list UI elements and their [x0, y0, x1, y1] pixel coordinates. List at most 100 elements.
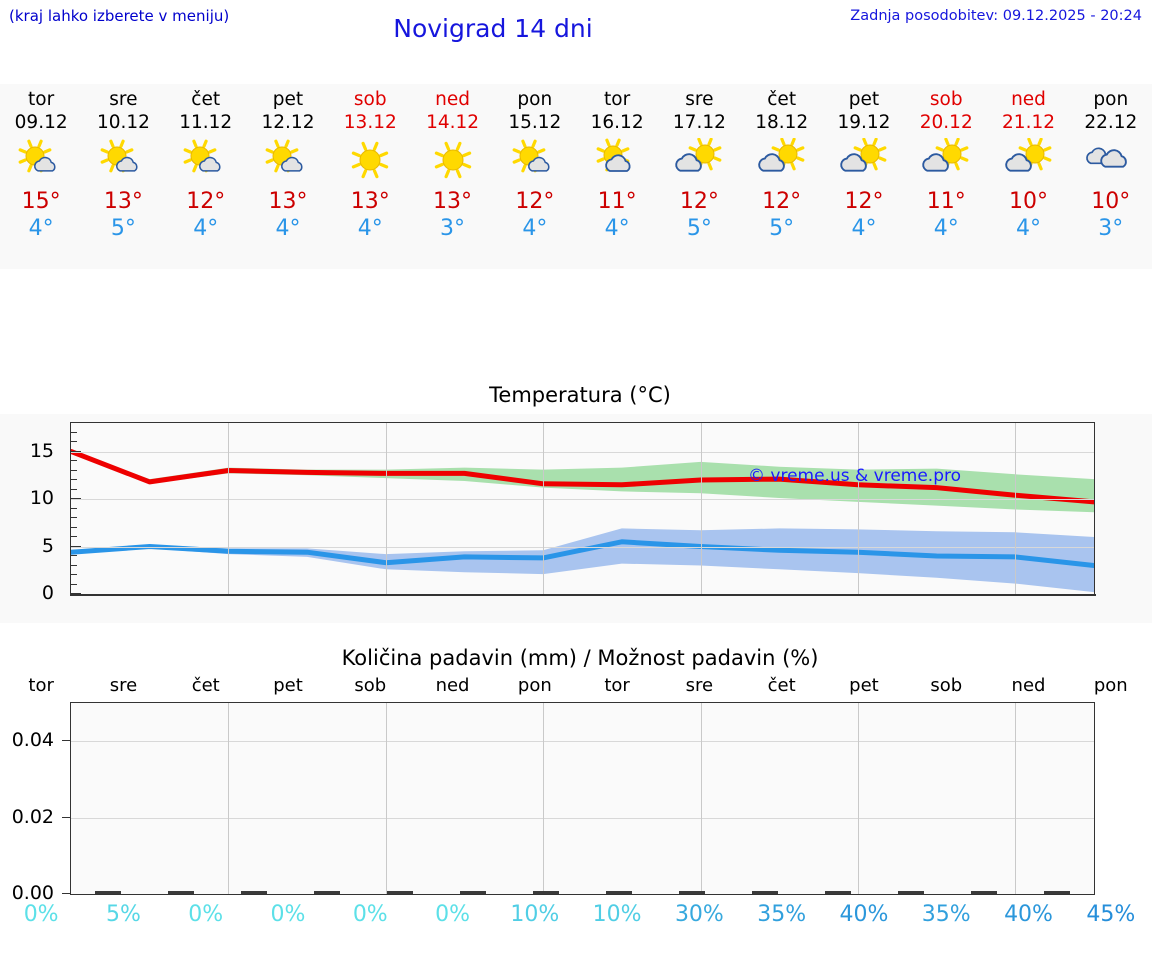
precipitation-probability-row: 0% 5% 0% 0% 0% 0% 10% 10% 30% 35% 40% 35% 40% 45%: [0, 898, 1152, 938]
sun-small-cloud-icon: [503, 137, 567, 185]
forecast-day-column[interactable]: tor 16.12 11° 4°: [576, 84, 658, 269]
day-name: pon: [1093, 89, 1129, 110]
day-name: sre: [109, 89, 138, 110]
sun-icon: [338, 137, 402, 185]
precipitation-gridline-v: [543, 703, 545, 894]
forecast-day-column[interactable]: ned 21.12 10° 4°: [987, 84, 1069, 269]
temperature-series-line: [68, 539, 1097, 568]
precipitation-probability-value: 30%: [674, 902, 724, 927]
day-min-temp: 4°: [357, 216, 383, 241]
forecast-day-column[interactable]: pon 22.12 10° 3°: [1070, 84, 1152, 269]
forecast-day-column[interactable]: sre 17.12 12° 5°: [658, 84, 740, 269]
temperature-gridline-h: [71, 499, 1094, 500]
temperature-y-tick-label: 15: [29, 439, 54, 462]
temperature-series-line: [68, 449, 1097, 505]
precipitation-probability-value: 0%: [270, 902, 306, 927]
temperature-y-tick: [70, 526, 77, 528]
day-date: 19.12: [837, 112, 891, 133]
day-max-temp: 13°: [433, 189, 473, 214]
precipitation-probability-value: 0%: [435, 902, 470, 927]
cloud-sun-icon: [832, 137, 896, 185]
daily-forecast-strip: tor 09.12 15° 4° sre 10.12 13° 5° čet 11.12 12°…: [0, 84, 1152, 269]
precipitation-bar: [971, 891, 998, 894]
forecast-day-column[interactable]: sob 13.12 13° 4°: [329, 84, 411, 269]
forecast-day-column[interactable]: ned 14.12 13° 3°: [411, 84, 493, 269]
day-min-temp: 3°: [1098, 216, 1124, 241]
precipitation-y-tick: [62, 740, 70, 742]
day-date: 09.12: [14, 112, 68, 133]
day-min-temp: 4°: [1016, 216, 1042, 241]
temperature-y-tick-label: 0: [41, 582, 54, 604]
day-date: 20.12: [919, 112, 973, 133]
day-max-temp: 13°: [103, 189, 143, 214]
day-max-temp: 12°: [844, 189, 884, 214]
precipitation-bar: [386, 891, 413, 894]
day-name: tor: [28, 89, 55, 110]
precipitation-bar: [240, 891, 267, 894]
precipitation-gridline-v: [857, 703, 859, 894]
temperature-gridline-v: [700, 423, 702, 595]
day-name: ned: [435, 89, 470, 110]
cloud-sun-icon: [667, 137, 731, 185]
precipitation-probability-value: 40%: [839, 902, 889, 927]
precipitation-day-label: sob: [930, 675, 963, 696]
day-min-temp: 4°: [604, 216, 630, 241]
sun-cloud-icon: [585, 137, 649, 185]
day-date: 17.12: [672, 112, 726, 133]
temperature-y-tick: [70, 507, 77, 509]
precipitation-day-labels: tor sre čet pet sob ned pon tor sre čet pet sob ned p…: [0, 675, 1152, 699]
precipitation-y-tick-label: 0.00: [11, 882, 54, 904]
day-min-temp: 4°: [28, 216, 54, 241]
day-name: čet: [767, 89, 797, 110]
page-title: Novigrad 14 dni: [393, 14, 593, 43]
precipitation-gridline-v: [1015, 703, 1017, 894]
forecast-day-column[interactable]: pet 19.12 12° 4°: [823, 84, 905, 269]
precipitation-chart-block: Količina padavin (mm) / Možnost padavin …: [0, 640, 1152, 975]
precipitation-y-axis-labels: 0.00 0.02 0.04: [0, 702, 64, 904]
day-min-temp: 5°: [110, 216, 136, 241]
day-min-temp: 4°: [522, 216, 548, 241]
day-max-temp: 12°: [679, 189, 719, 214]
day-name: pet: [272, 89, 304, 110]
precipitation-probability-value: 0%: [23, 902, 59, 927]
forecast-day-column[interactable]: sob 20.12 11° 4°: [905, 84, 987, 269]
forecast-day-column[interactable]: sre 10.12 13° 5°: [82, 84, 164, 269]
precipitation-probability-value: 10%: [592, 902, 642, 927]
precipitation-gridline-h: [71, 817, 1094, 819]
forecast-day-column[interactable]: pon 15.12 12° 4°: [494, 84, 576, 269]
forecast-day-column[interactable]: tor 09.12 15° 4°: [0, 84, 82, 269]
day-max-temp: 10°: [1091, 189, 1131, 214]
copyright-text: © vreme.us & vreme.pro: [748, 466, 962, 486]
forecast-day-column[interactable]: čet 18.12 12° 5°: [741, 84, 823, 269]
day-min-temp: 3°: [440, 216, 466, 241]
last-updated-text: Zadnja posodobitev: 09.12.2025 - 20:24: [850, 8, 1142, 24]
day-name: ned: [1011, 89, 1046, 110]
day-max-temp: 12°: [515, 189, 555, 214]
temperature-gridline-v: [1015, 423, 1017, 595]
precipitation-probability-value: 35%: [921, 902, 971, 927]
precipitation-probability-value: 45%: [1086, 902, 1136, 927]
sun-small-cloud-icon: [256, 137, 320, 185]
precipitation-day-label: ned: [435, 675, 470, 696]
precipitation-day-label: čet: [191, 675, 220, 696]
precipitation-gridline-v: [385, 703, 387, 894]
temperature-y-tick: [70, 593, 81, 594]
temperature-series-svg: [68, 449, 1097, 593]
sun-small-cloud-icon: [174, 137, 238, 185]
temperature-gridline-v: [857, 423, 859, 595]
precipitation-y-tick-label: 0.02: [11, 805, 54, 828]
day-name: sob: [353, 89, 387, 110]
forecast-day-column[interactable]: pet 12.12 13° 4°: [247, 84, 329, 269]
precipitation-day-label: ned: [1011, 675, 1046, 696]
temperature-range-band: [71, 528, 1094, 593]
day-max-temp: 15°: [21, 189, 61, 214]
forecast-day-column[interactable]: čet 11.12 12° 4°: [165, 84, 247, 269]
day-date: 22.12: [1084, 112, 1138, 133]
precipitation-day-label: sre: [109, 675, 138, 696]
temperature-gridline-v: [543, 423, 545, 595]
day-min-temp: 4°: [193, 216, 219, 241]
day-min-temp: 4°: [851, 216, 877, 241]
temperature-gridline-h: [71, 546, 1094, 548]
precipitation-y-tick: [62, 816, 70, 818]
day-max-temp: 12°: [762, 189, 802, 214]
